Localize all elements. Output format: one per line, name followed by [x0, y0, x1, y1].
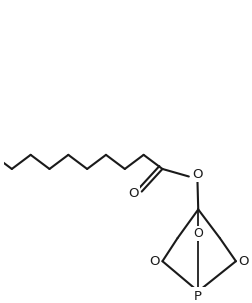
Text: O: O [193, 228, 203, 240]
Text: O: O [128, 187, 139, 200]
Text: O: O [150, 255, 160, 268]
Text: O: O [192, 168, 203, 181]
Text: O: O [238, 255, 249, 268]
Text: P: P [194, 291, 202, 303]
